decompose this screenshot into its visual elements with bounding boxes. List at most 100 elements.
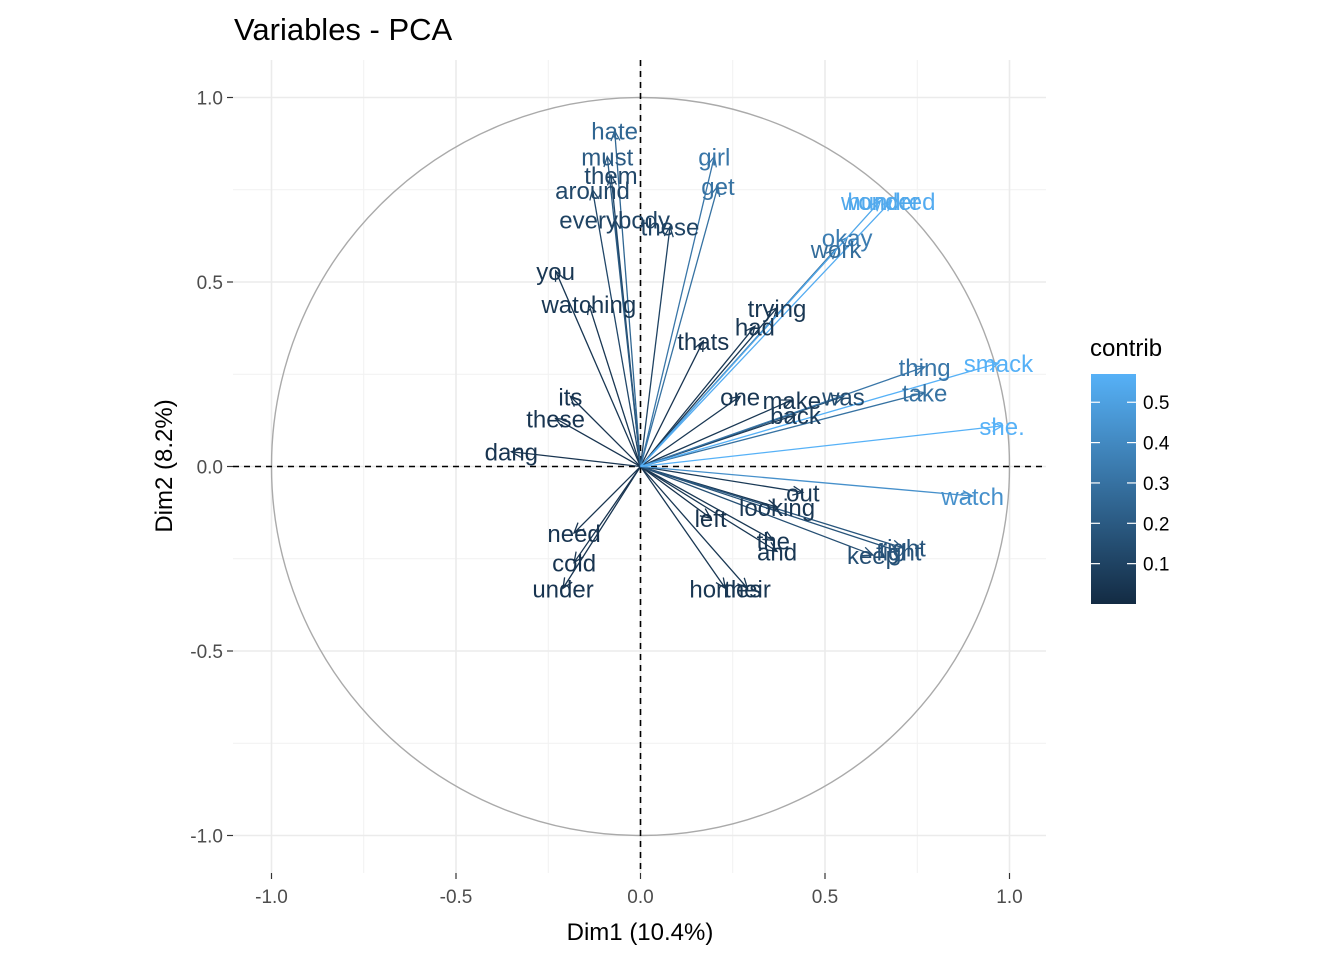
variable-arrowhead (586, 302, 597, 316)
variable-arrowhead (744, 325, 756, 338)
variable-arrowhead (762, 531, 775, 542)
variable-arrowhead (509, 447, 523, 458)
variable-arrowhead (961, 490, 975, 501)
variable-arrowhead (991, 421, 1004, 433)
variable-arrowhead (554, 269, 565, 282)
variable-label: keep (847, 543, 899, 570)
variable-label: the (757, 528, 790, 555)
variable-arrow (640, 366, 925, 468)
legend-tick-label: 0.1 (1143, 555, 1169, 576)
variable-arrow (573, 466, 642, 563)
variable-label: must (581, 145, 633, 172)
variable-label: thats (677, 329, 729, 356)
variable-arrow (639, 226, 671, 467)
legend-ticks: 0.1 0.2 0.3 0.4 0.5 (1091, 393, 1170, 576)
variable-arrowhead (766, 499, 779, 510)
variable-label: everybody (559, 207, 670, 234)
variable-arrow (640, 362, 999, 468)
chart-title: Variables - PCA (234, 12, 453, 47)
variable-label: watch (940, 484, 1004, 511)
variable-arrows (509, 129, 1004, 590)
variable-label: hundred (847, 189, 935, 216)
legend-tick-label: 0.2 (1143, 514, 1169, 535)
variable-arrowhead (710, 184, 721, 198)
variable-arrow (640, 466, 748, 589)
variable-label: was (821, 384, 865, 411)
variable-arrowhead (870, 199, 882, 212)
variable-arrow (640, 465, 973, 497)
variable-arrow (588, 303, 642, 467)
variable-label: trying (748, 296, 807, 323)
variable-arrow (606, 156, 642, 467)
variable-arrowhead (663, 225, 674, 238)
legend-title: contrib (1090, 335, 1162, 362)
variable-arrowhead (766, 541, 779, 553)
variable-label: these (526, 407, 585, 434)
variable-arrow (614, 130, 642, 467)
variable-label: cold (552, 550, 596, 577)
variable-label: and (757, 539, 797, 566)
variable-arrowhead (861, 546, 875, 557)
variable-arrow (591, 189, 642, 467)
variable-arrow (640, 465, 874, 556)
variable-arrow (639, 156, 715, 467)
variable-arrowhead (987, 361, 1000, 371)
variable-arrow (640, 200, 892, 467)
legend-colorbar (1091, 374, 1136, 604)
variable-label: take (902, 381, 947, 408)
variable-arrowhead (832, 394, 845, 405)
variable-arrowhead (699, 508, 712, 520)
variable-label: its (558, 384, 582, 411)
variable-arrowhead (589, 188, 600, 201)
y-tick-label: 0.0 (197, 458, 223, 479)
x-tick-label: 0.5 (812, 887, 838, 908)
variable-label: watching (540, 292, 636, 319)
variable-label: out (786, 480, 820, 507)
variable-arrowhead (766, 306, 779, 319)
variable-label: work (810, 237, 863, 264)
y-axis-label: Dim2 (8.2%) (151, 399, 178, 532)
variable-arrow (640, 425, 1003, 468)
variable-arrowhead (694, 339, 704, 353)
variable-arrow (640, 200, 881, 467)
variable-label: one (720, 384, 760, 411)
variable-arrow (573, 466, 641, 534)
variable-arrowhead (891, 539, 905, 550)
variable-arrow (639, 185, 719, 467)
y-tick-label: -0.5 (190, 642, 223, 663)
y-tick-label: -1.0 (190, 827, 223, 848)
variable-arrow (640, 392, 925, 468)
variable-label: thing (899, 355, 951, 382)
variable-arrow (639, 325, 756, 467)
variable-arrowhead (573, 551, 584, 564)
variable-arrow (640, 465, 900, 552)
variable-label: dang (485, 440, 538, 467)
variable-label: back (770, 403, 822, 430)
variable-arrowhead (707, 154, 717, 168)
x-tick-label: 0.0 (627, 887, 653, 908)
variable-arrowhead (572, 522, 585, 535)
variable-arrow (639, 340, 704, 467)
x-tick-label: 1.0 (996, 887, 1022, 908)
variable-arrowhead (715, 577, 727, 590)
legend-tick-label: 0.3 (1143, 474, 1169, 495)
variable-label: right (879, 536, 926, 563)
variable-arrowhead (887, 543, 901, 554)
variable-label: need (547, 521, 600, 548)
y-tick-label: 1.0 (197, 89, 223, 110)
origin-axes (233, 60, 1046, 873)
variable-arrowhead (729, 395, 742, 407)
x-tick-label: -1.0 (255, 887, 288, 908)
variable-arrow (640, 399, 793, 468)
variable-arrow (555, 270, 642, 467)
variable-label: around (555, 178, 630, 205)
variable-label: she. (979, 414, 1024, 441)
legend: contrib 0.1 0.2 0.3 0.4 0.5 (1090, 335, 1170, 604)
variable-label: get (701, 174, 735, 201)
variable-arrowhead (913, 365, 927, 375)
variable-label: their (724, 576, 771, 603)
variable-label: homes (689, 576, 761, 603)
axis-ticks: -1.0 -0.5 0.0 0.5 1.0 -1.0 -0.5 0.0 0.5 1.0 (190, 89, 1022, 909)
variable-label: them (584, 163, 637, 190)
